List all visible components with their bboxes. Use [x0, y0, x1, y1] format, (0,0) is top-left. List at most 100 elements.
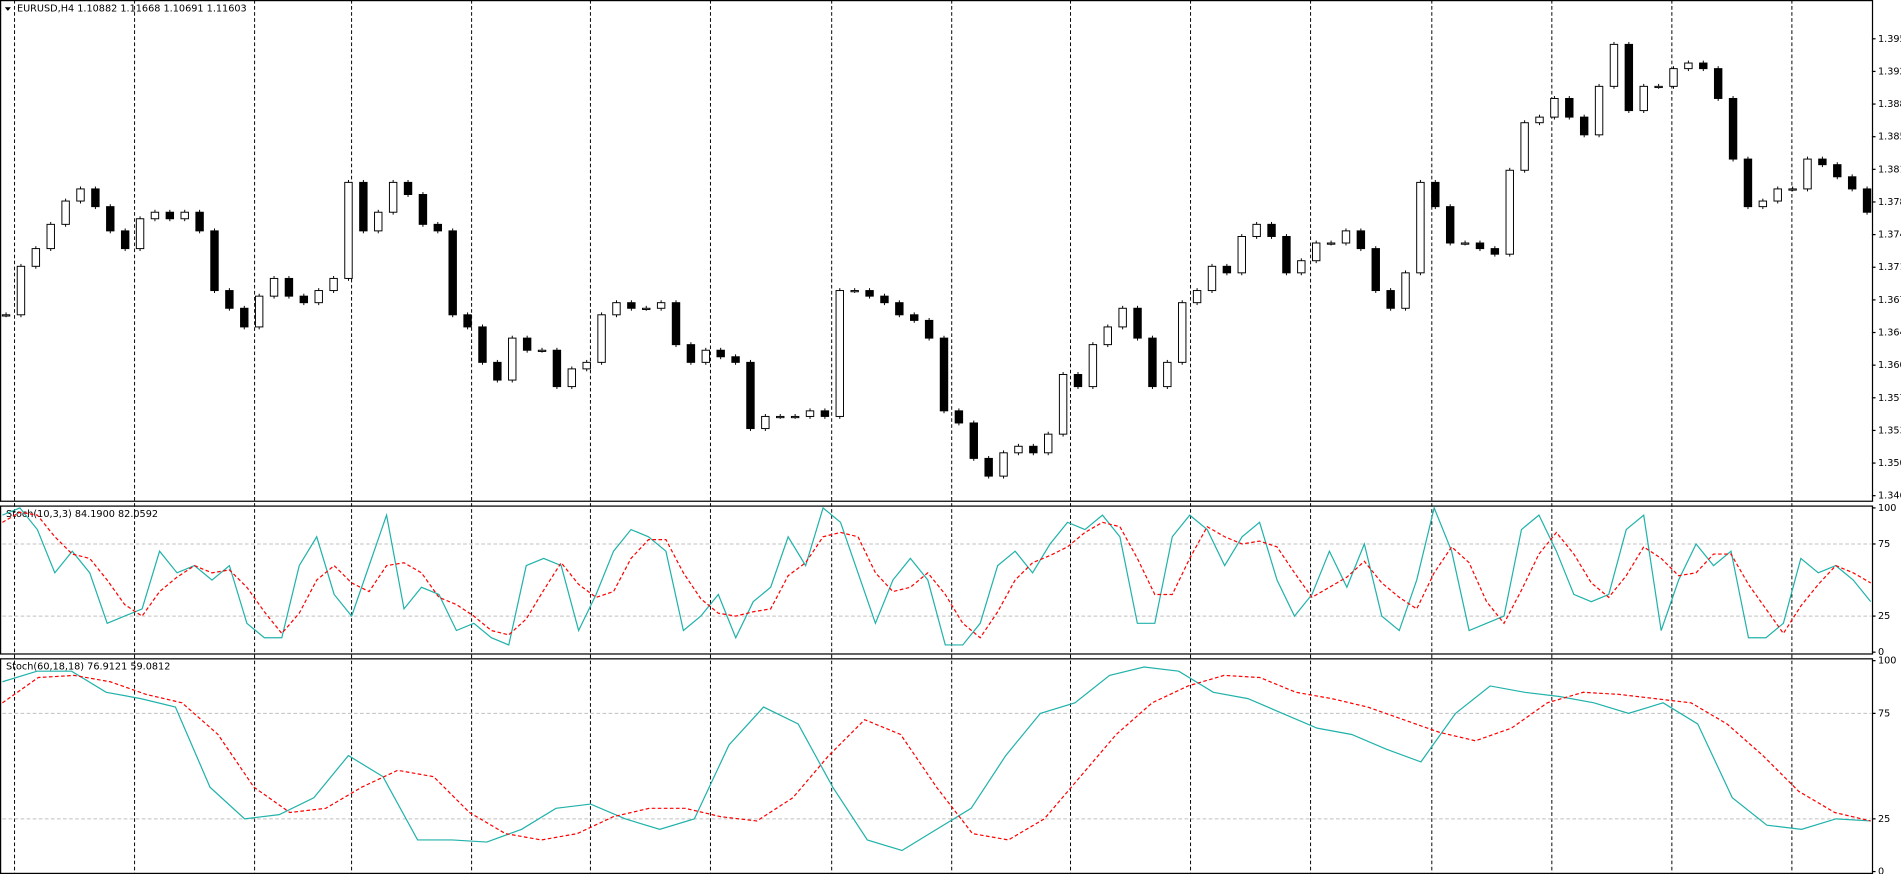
candle-body: [403, 181, 413, 195]
y-tick-label: 100: [1878, 656, 1897, 667]
candle-body: [61, 200, 70, 225]
candle-body: [1073, 373, 1083, 388]
candle-body: [106, 206, 115, 232]
menu-arrow[interactable]: [4, 7, 11, 11]
candle-body: [1654, 85, 1663, 89]
y-tick-label: 75: [1878, 708, 1890, 719]
candle-body: [1207, 265, 1217, 292]
candle-body: [180, 211, 189, 220]
candle-body: [91, 188, 100, 208]
candle-body: [671, 302, 681, 346]
candle-body: [790, 415, 800, 419]
candle-body: [31, 248, 41, 267]
candle-body: [1058, 373, 1068, 435]
candle-body: [582, 361, 591, 370]
candle-body: [1728, 97, 1738, 160]
candle-body: [493, 361, 502, 381]
candle-body: [656, 302, 666, 309]
y-tick-label: 1.374: [1878, 230, 1901, 241]
candle-body: [850, 290, 859, 293]
candle-body: [254, 295, 264, 328]
candle-body: [1550, 97, 1559, 118]
panel-title: EURUSD,H4 1.10882 1.11668 1.10691 1.1160…: [17, 3, 247, 14]
y-tick-label: 1.395: [1878, 34, 1901, 45]
candle-body: [359, 181, 368, 232]
candle-body: [344, 181, 353, 279]
candle-body: [508, 337, 517, 381]
candle-body: [433, 223, 443, 232]
candle-body: [984, 457, 993, 477]
candle-body: [1594, 85, 1604, 136]
y-tick-label: 1.388: [1878, 99, 1901, 110]
candle-body: [478, 326, 487, 363]
candle-body: [1520, 122, 1529, 171]
y-tick-label: 1.371: [1878, 262, 1901, 273]
candle-body: [1713, 68, 1723, 99]
candle-body: [1803, 158, 1812, 190]
candle-body: [642, 307, 651, 310]
y-tick-label: 1.367: [1878, 295, 1901, 306]
candle-body: [1788, 188, 1797, 191]
candle-body: [1014, 445, 1023, 454]
candle-body: [1847, 176, 1857, 190]
candle-body: [1178, 302, 1187, 363]
candle-body: [835, 290, 844, 417]
candle-body: [1460, 242, 1470, 245]
candle-body: [120, 230, 130, 250]
candle-body: [686, 344, 696, 363]
candle-body: [1490, 248, 1500, 255]
candle-body: [418, 194, 428, 225]
stoch-line: [2, 666, 1871, 852]
candle-body: [716, 349, 725, 358]
candle-body: [924, 319, 934, 339]
candle-body: [1431, 181, 1440, 208]
y-tick-label: 0: [1878, 647, 1884, 658]
candle-body: [1833, 164, 1842, 178]
y-tick-label: 1.378: [1878, 197, 1901, 208]
candle-body: [552, 349, 562, 388]
panel-frame: [0, 0, 1874, 502]
panel-frame: [0, 505, 1874, 655]
candle-body: [969, 422, 978, 459]
candle-body: [1565, 97, 1574, 118]
candle-body: [537, 349, 547, 352]
candle-body: [1133, 307, 1142, 339]
candle-body: [448, 230, 457, 316]
candle-body: [1192, 290, 1202, 304]
candle-body: [1, 314, 11, 317]
y-tick-label: 25: [1878, 814, 1890, 825]
candle-body: [731, 356, 740, 363]
candle-body: [1743, 158, 1753, 208]
candle-body: [1029, 445, 1038, 454]
candle-body: [954, 410, 964, 424]
y-tick-label: 1.385: [1878, 132, 1901, 143]
candle-body: [1044, 433, 1053, 454]
candle-body: [805, 410, 815, 417]
candle-body: [1252, 223, 1261, 237]
candle-body: [865, 290, 874, 297]
panel-title: Stoch(60,18,18) 76.9121 59.0812: [6, 662, 170, 673]
candle-body: [76, 188, 85, 202]
candle-body: [1267, 223, 1276, 237]
candle-body: [1401, 272, 1410, 309]
candle-body: [1862, 188, 1872, 213]
stoch-line: [2, 511, 1871, 639]
y-tick-label: 25: [1878, 611, 1890, 622]
candle-body: [567, 368, 577, 388]
candle-body: [999, 452, 1008, 477]
y-tick-label: 0: [1878, 867, 1884, 874]
candle-body: [1445, 206, 1455, 244]
candle-body: [1684, 62, 1693, 70]
y-tick-label: 100: [1878, 503, 1897, 514]
candle-body: [1237, 235, 1246, 274]
candle-body: [225, 290, 234, 309]
candle-body: [284, 277, 294, 297]
candle-body: [1579, 116, 1589, 136]
candle-body: [1624, 43, 1634, 112]
candle-body: [240, 307, 249, 328]
candle-body: [1341, 230, 1351, 244]
candle-body: [1758, 200, 1768, 208]
candle-body: [46, 223, 55, 250]
stoch-line: [2, 674, 1871, 841]
